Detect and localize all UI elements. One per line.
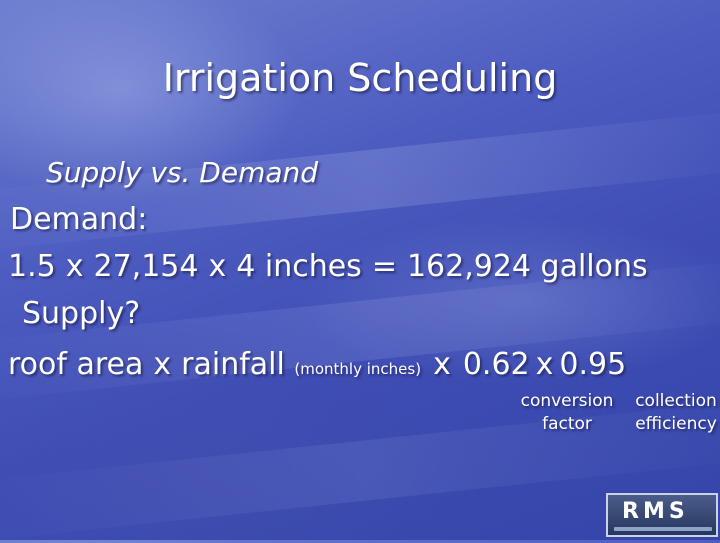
rainfall-unit-note: (monthly inches) xyxy=(294,360,422,378)
collection-efficiency-label: collection efficiency xyxy=(635,391,717,434)
logo-text: RMS xyxy=(622,499,689,524)
conversion-factor-label: conversion factor xyxy=(520,391,614,434)
supply-equation: roof area x rainfall (monthly inches) x 0.62… xyxy=(8,347,626,382)
conversion-factor-value: 0.62 xyxy=(462,347,530,382)
multiply-operator: x xyxy=(208,249,227,284)
equals-operator: = xyxy=(371,249,397,284)
slide-title: Irrigation Scheduling xyxy=(162,56,558,100)
multiply-operator: x xyxy=(433,347,451,382)
supply-term-roof-area: roof area xyxy=(8,347,144,382)
demand-equation: 1.5 x 27,154 x 4 inches = 162,924 gallons xyxy=(8,249,648,284)
collection-efficiency-value: 0.95 xyxy=(559,347,627,382)
supply-term-rainfall: rainfall xyxy=(181,347,285,382)
demand-term-2: 27,154 xyxy=(93,249,199,284)
logo-tagline-bar xyxy=(614,527,712,531)
multiply-operator: x xyxy=(65,249,84,284)
slide-subtitle: Supply vs. Demand xyxy=(46,156,319,189)
demand-label: Demand: xyxy=(10,202,148,237)
supply-label: Supply? xyxy=(22,296,141,331)
demand-term-1: 1.5 xyxy=(8,249,56,284)
demand-term-3: 4 inches xyxy=(236,249,362,284)
multiply-operator: x xyxy=(153,347,172,382)
rms-logo: RMS xyxy=(606,493,718,537)
multiply-operator: x xyxy=(535,347,554,382)
demand-result: 162,924 gallons xyxy=(406,249,648,284)
